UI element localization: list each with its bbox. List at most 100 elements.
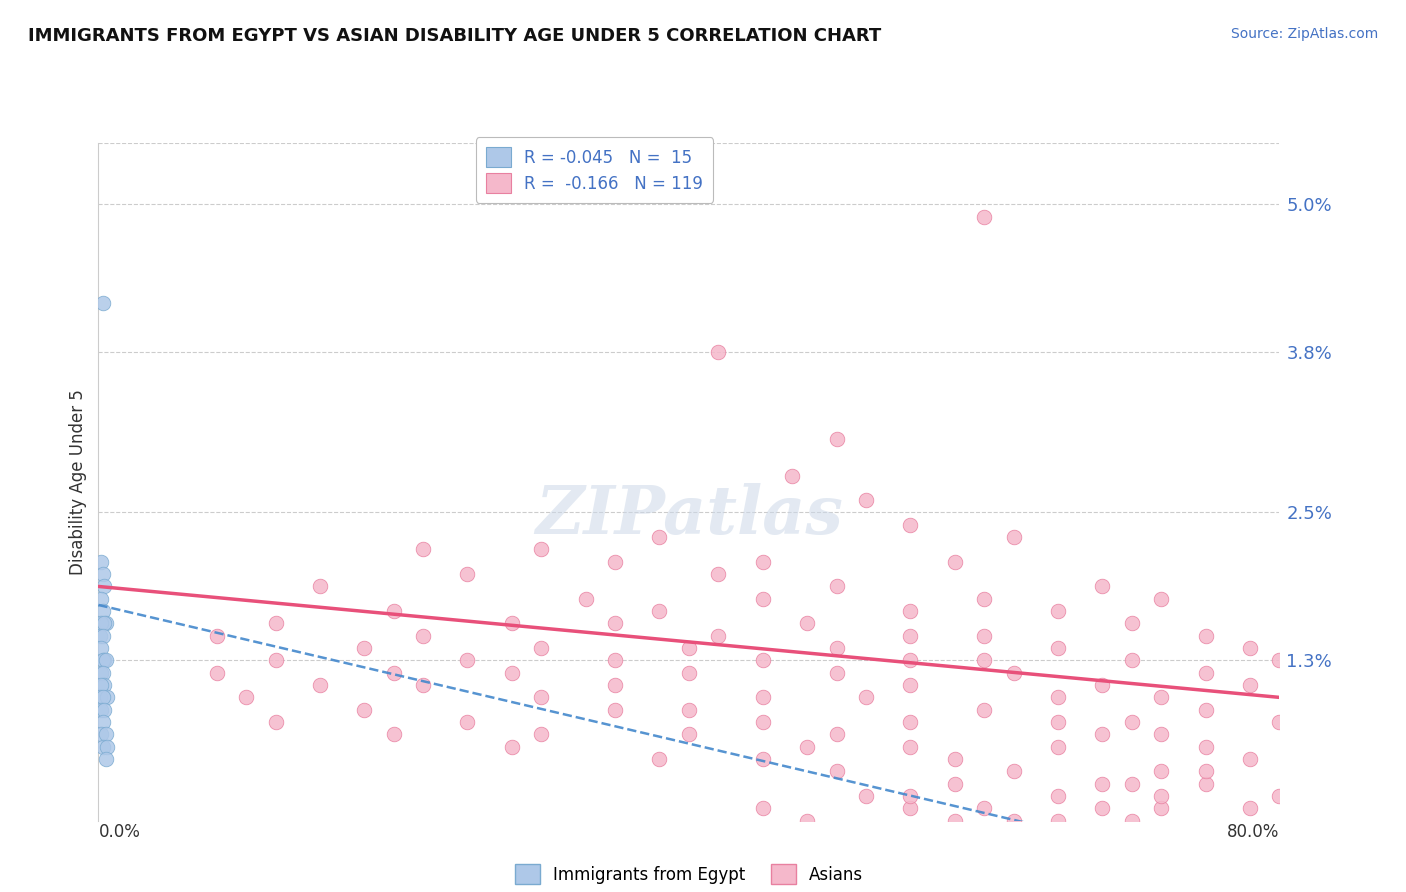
Point bbox=[456, 653, 478, 667]
Point bbox=[648, 604, 671, 618]
Point bbox=[678, 641, 700, 656]
Point bbox=[91, 653, 114, 667]
Point bbox=[707, 345, 730, 359]
Point bbox=[1268, 653, 1291, 667]
Point bbox=[973, 703, 995, 717]
Point bbox=[96, 739, 118, 754]
Point bbox=[90, 678, 112, 692]
Point bbox=[412, 542, 434, 557]
Point bbox=[900, 604, 922, 618]
Point bbox=[796, 616, 818, 631]
Point bbox=[825, 579, 848, 593]
Point bbox=[90, 591, 112, 606]
Point bbox=[501, 665, 523, 680]
Point bbox=[382, 665, 405, 680]
Point bbox=[91, 604, 114, 618]
Point bbox=[1150, 764, 1173, 779]
Point bbox=[574, 591, 596, 606]
Point bbox=[707, 629, 730, 643]
Point bbox=[90, 616, 112, 631]
Point bbox=[973, 801, 995, 815]
Point bbox=[900, 714, 922, 729]
Point bbox=[412, 678, 434, 692]
Point bbox=[1046, 690, 1069, 705]
Point bbox=[943, 752, 966, 766]
Point bbox=[94, 752, 117, 766]
Point bbox=[530, 727, 553, 741]
Point bbox=[1195, 739, 1218, 754]
Point bbox=[530, 690, 553, 705]
Point bbox=[825, 665, 848, 680]
Point bbox=[1046, 739, 1069, 754]
Point bbox=[1150, 690, 1173, 705]
Point bbox=[751, 653, 773, 667]
Text: Source: ZipAtlas.com: Source: ZipAtlas.com bbox=[1230, 27, 1378, 41]
Point bbox=[900, 653, 922, 667]
Point bbox=[825, 764, 848, 779]
Point bbox=[456, 567, 478, 582]
Text: ZIPatlas: ZIPatlas bbox=[536, 483, 842, 548]
Point bbox=[1091, 727, 1114, 741]
Text: IMMIGRANTS FROM EGYPT VS ASIAN DISABILITY AGE UNDER 5 CORRELATION CHART: IMMIGRANTS FROM EGYPT VS ASIAN DISABILIT… bbox=[28, 27, 882, 45]
Point bbox=[751, 591, 773, 606]
Point bbox=[353, 641, 375, 656]
Point bbox=[264, 616, 287, 631]
Point bbox=[1239, 801, 1261, 815]
Point bbox=[1046, 604, 1069, 618]
Point bbox=[782, 468, 804, 483]
Point bbox=[900, 678, 922, 692]
Point bbox=[605, 653, 627, 667]
Point bbox=[94, 727, 117, 741]
Point bbox=[1091, 801, 1114, 815]
Point bbox=[605, 678, 627, 692]
Point bbox=[900, 789, 922, 803]
Point bbox=[93, 678, 115, 692]
Point bbox=[412, 629, 434, 643]
Point bbox=[1002, 764, 1025, 779]
Point bbox=[93, 579, 115, 593]
Point bbox=[94, 616, 117, 631]
Point bbox=[648, 752, 671, 766]
Point bbox=[855, 493, 877, 508]
Point bbox=[943, 814, 966, 828]
Point bbox=[900, 739, 922, 754]
Point bbox=[751, 801, 773, 815]
Point bbox=[91, 714, 114, 729]
Point bbox=[825, 727, 848, 741]
Point bbox=[1239, 752, 1261, 766]
Point bbox=[1195, 777, 1218, 791]
Point bbox=[264, 653, 287, 667]
Point bbox=[91, 690, 114, 705]
Point bbox=[1195, 703, 1218, 717]
Point bbox=[1091, 678, 1114, 692]
Point bbox=[94, 653, 117, 667]
Point bbox=[678, 727, 700, 741]
Point bbox=[900, 517, 922, 532]
Point bbox=[90, 665, 112, 680]
Point bbox=[530, 641, 553, 656]
Point bbox=[605, 555, 627, 569]
Point bbox=[530, 542, 553, 557]
Point bbox=[91, 739, 114, 754]
Point bbox=[678, 665, 700, 680]
Point bbox=[678, 703, 700, 717]
Point bbox=[501, 739, 523, 754]
Point bbox=[1121, 616, 1143, 631]
Point bbox=[91, 296, 114, 310]
Point bbox=[90, 555, 112, 569]
Point bbox=[751, 714, 773, 729]
Point bbox=[1195, 764, 1218, 779]
Point bbox=[796, 739, 818, 754]
Point bbox=[1002, 665, 1025, 680]
Point bbox=[96, 690, 118, 705]
Point bbox=[605, 616, 627, 631]
Point bbox=[1239, 641, 1261, 656]
Point bbox=[825, 432, 848, 446]
Point bbox=[1121, 714, 1143, 729]
Point bbox=[1121, 777, 1143, 791]
Point bbox=[93, 703, 115, 717]
Point bbox=[1046, 641, 1069, 656]
Point bbox=[855, 690, 877, 705]
Point bbox=[943, 777, 966, 791]
Point bbox=[1091, 777, 1114, 791]
